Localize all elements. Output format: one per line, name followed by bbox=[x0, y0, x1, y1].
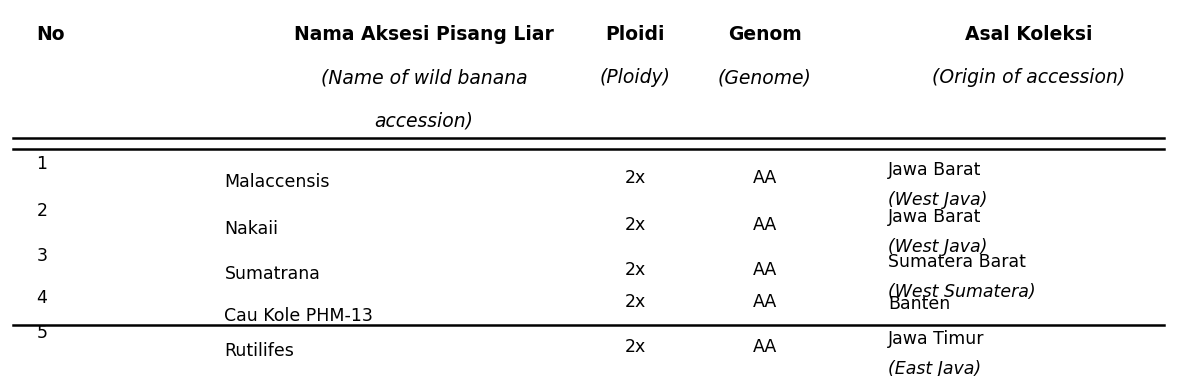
Text: 1: 1 bbox=[36, 155, 47, 173]
Text: 5: 5 bbox=[36, 324, 47, 342]
Text: Jawa Barat: Jawa Barat bbox=[887, 161, 982, 179]
Text: (West Java): (West Java) bbox=[887, 191, 988, 209]
Text: 2x: 2x bbox=[625, 216, 646, 234]
Text: AA: AA bbox=[752, 216, 777, 234]
Text: Genom: Genom bbox=[727, 25, 802, 44]
Text: Sumatrana: Sumatrana bbox=[225, 265, 320, 284]
Text: 2x: 2x bbox=[625, 293, 646, 311]
Text: Jawa Timur: Jawa Timur bbox=[887, 330, 984, 348]
Text: 2: 2 bbox=[36, 202, 47, 220]
Text: Cau Kole PHM-13: Cau Kole PHM-13 bbox=[225, 307, 373, 325]
Text: Banten: Banten bbox=[887, 295, 950, 313]
Text: 2x: 2x bbox=[625, 338, 646, 356]
Text: Sumatera Barat: Sumatera Barat bbox=[887, 253, 1026, 271]
Text: (East Java): (East Java) bbox=[887, 360, 982, 376]
Text: (West Java): (West Java) bbox=[887, 238, 988, 256]
Text: AA: AA bbox=[752, 338, 777, 356]
Text: Malaccensis: Malaccensis bbox=[225, 173, 330, 191]
Text: No: No bbox=[36, 25, 65, 44]
Text: Ploidi: Ploidi bbox=[606, 25, 665, 44]
Text: 2x: 2x bbox=[625, 170, 646, 188]
Text: 2x: 2x bbox=[625, 261, 646, 279]
Text: Asal Koleksi: Asal Koleksi bbox=[965, 25, 1092, 44]
Text: accession): accession) bbox=[374, 112, 473, 130]
Text: (Genome): (Genome) bbox=[718, 68, 812, 87]
Text: AA: AA bbox=[752, 261, 777, 279]
Text: Nakaii: Nakaii bbox=[225, 220, 279, 238]
Text: (Name of wild banana: (Name of wild banana bbox=[321, 68, 527, 87]
Text: (Origin of accession): (Origin of accession) bbox=[932, 68, 1125, 87]
Text: (Ploidy): (Ploidy) bbox=[600, 68, 671, 87]
Text: Nama Aksesi Pisang Liar: Nama Aksesi Pisang Liar bbox=[294, 25, 554, 44]
Text: (West Sumatera): (West Sumatera) bbox=[887, 283, 1036, 301]
Text: Rutilifes: Rutilifes bbox=[225, 342, 294, 360]
Text: Jawa Barat: Jawa Barat bbox=[887, 208, 982, 226]
Text: 3: 3 bbox=[36, 247, 47, 265]
Text: AA: AA bbox=[752, 170, 777, 188]
Text: AA: AA bbox=[752, 293, 777, 311]
Text: 4: 4 bbox=[36, 289, 47, 307]
